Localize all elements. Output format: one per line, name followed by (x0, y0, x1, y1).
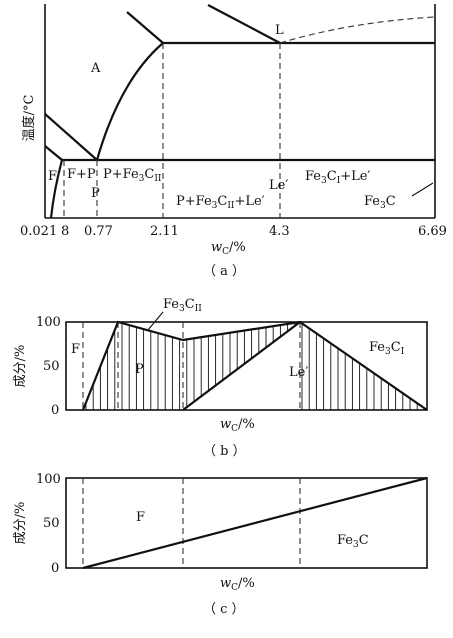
a3-line (44, 113, 98, 161)
panel-b-caption: （ b ） (203, 444, 246, 459)
region-fe3c-label: Fe3C (364, 194, 396, 211)
c-composition-line (82, 476, 428, 570)
b-label-p: P (135, 362, 144, 377)
b-le-line (182, 321, 301, 411)
region-fe3ci-le-label: Fe3CI+Le′ (305, 169, 370, 186)
panel-b: 100 50 0 成分/% F P Le′ Fe3CII Fe3CI wC/% … (13, 297, 428, 459)
panel-b-frame (65, 321, 428, 411)
b-ytick-0: 0 (51, 403, 59, 418)
tick-8: 8 (61, 224, 69, 239)
b-label-fe3ci: Fe3CI (369, 340, 405, 357)
region-p-label: P (91, 186, 100, 201)
tick-0021: 0.021 (20, 224, 57, 239)
region-p-fe3cii-le-label: P+Fe3CII+Le′ (176, 194, 265, 211)
panel-c: 100 50 0 成分/% F Fe3C wC/% （ c ） (13, 472, 428, 617)
tick-669: 6.69 (418, 224, 447, 239)
tick-43: 4.3 (269, 224, 290, 239)
b-label-le: Le′ (289, 365, 308, 380)
c-ytick-50: 50 (43, 516, 60, 531)
region-l-label: L (275, 23, 284, 38)
b-ytick-50: 50 (43, 359, 60, 374)
c-label-f: F (136, 510, 145, 525)
b-ytick-100: 100 (36, 315, 61, 330)
solubility-curve (49, 159, 64, 219)
panel-c-caption: （ c ） (203, 602, 245, 617)
c-label-fe3c: Fe3C (337, 533, 369, 550)
region-f-label: F (48, 169, 57, 184)
panel-a-caption: （ a ） (203, 264, 245, 279)
region-le-label: Le′ (269, 178, 288, 193)
panel-a-x-label: wC/% (211, 240, 246, 257)
panel-c-y-label: 成分/% (13, 502, 28, 545)
c-ytick-100: 100 (36, 472, 61, 487)
region-fp-label: F+P (67, 167, 96, 182)
tick-077: 0.77 (84, 224, 113, 239)
tick-211: 2.11 (150, 224, 179, 239)
liquidus-right-line (207, 4, 281, 44)
panel-a-y-label: 温度/°C (21, 95, 37, 142)
panel-b-x-label: wC/% (220, 417, 255, 434)
panel-b-hatching (85, 322, 425, 410)
b-label-f: F (71, 342, 80, 357)
dashed-liquidus-curve (279, 16, 436, 44)
c-ytick-0: 0 (51, 561, 59, 576)
panel-c-x-label: wC/% (220, 576, 255, 593)
region-p-fe3cii-label: P+Fe3CII (103, 167, 162, 184)
fe3c-pointer-line (411, 182, 434, 197)
b-upper-composition-line (81, 320, 428, 411)
region-a-label: A (90, 61, 101, 76)
a3-low-line (44, 145, 63, 161)
b-label-fe3cii: Fe3CII (163, 297, 202, 314)
b-fe3cii-pointer (147, 311, 164, 331)
panel-c-frame (65, 477, 428, 569)
liquidus-left-line (126, 11, 164, 44)
acm-curve (95, 42, 164, 161)
panel-b-y-label: 成分/% (13, 345, 28, 388)
panel-a: A L F F+P P P+Fe3CII P+Fe3CII+Le′ Le′ Fe… (20, 4, 447, 279)
